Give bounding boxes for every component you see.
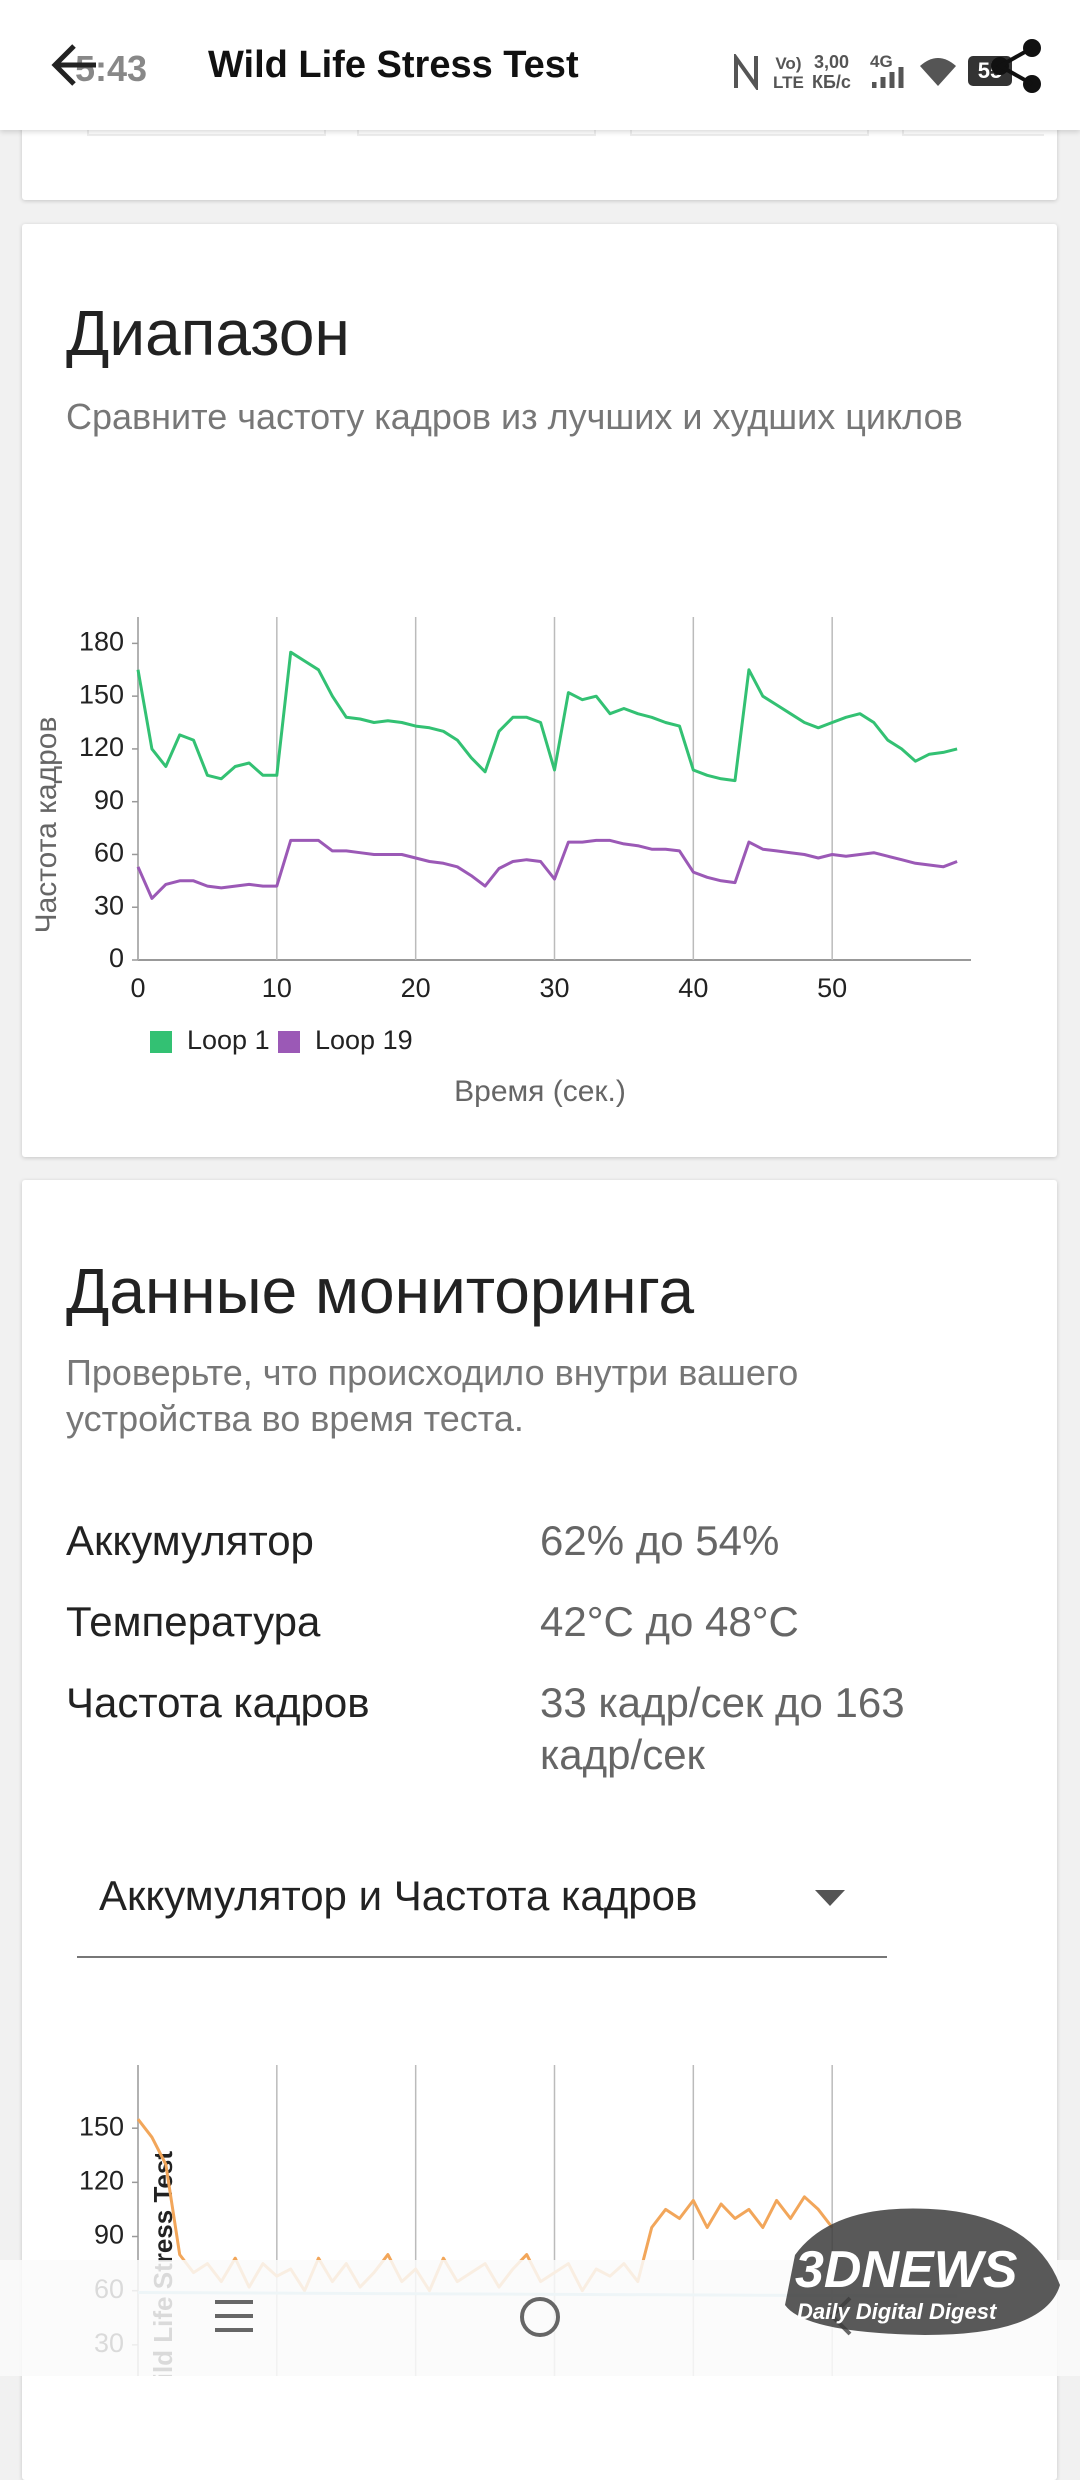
back-button[interactable]	[50, 42, 100, 88]
app-title: Wild Life Stress Test	[208, 44, 579, 86]
network-type: 4G	[870, 52, 893, 71]
card-title: Данные мониторинга	[66, 1255, 695, 1327]
menu-button[interactable]	[213, 2298, 255, 2334]
speed-unit: КБ/с	[812, 72, 851, 92]
watermark: 3DNEWS Daily Digital Digest	[785, 2208, 1060, 2335]
home-button[interactable]	[518, 2295, 562, 2339]
status-time: 5:43	[75, 48, 148, 89]
card-subtitle: Сравните частоту кадров из лучших и худш…	[66, 396, 963, 437]
dropdown-text: Аккумулятор и Частота кадров	[99, 1872, 698, 1919]
lte-text: LTE	[773, 73, 804, 92]
card-subtitle: Проверьте, что происходило внутри вашего…	[66, 1352, 799, 1439]
dropdown[interactable]: Аккумулятор и Частота кадров	[77, 1850, 887, 1958]
wifi-icon	[920, 58, 956, 86]
card-title: Диапазон	[66, 297, 350, 369]
share-button[interactable]	[988, 38, 1044, 94]
app-bar: 5:43 Wild Life Stress Test Vo) LTE 3,00 КБ…	[0, 0, 1080, 130]
volte-text: Vo)	[775, 54, 802, 73]
watermark-tagline: Daily Digital Digest	[797, 2299, 998, 2324]
row-label: Частота кадров	[66, 1679, 370, 1726]
watermark-logo: 3DNEWS	[795, 2241, 1018, 2299]
row-label: Аккумулятор	[66, 1517, 314, 1564]
signal-icon	[872, 67, 904, 88]
row-value: 62% до 54%	[540, 1517, 780, 1564]
speed-value: 3,00	[813, 52, 849, 72]
dropdown-arrow	[815, 1890, 845, 1906]
row-label: Температура	[66, 1598, 321, 1645]
volte: Vo) LTE	[773, 54, 804, 92]
nfc-icon	[734, 54, 758, 90]
row-value: 42°C до 48°C	[540, 1598, 799, 1645]
speed: 3,00 КБ/с	[812, 52, 851, 92]
row-value: 33 кадр/сек до 163 кадр/сек	[540, 1679, 905, 1778]
